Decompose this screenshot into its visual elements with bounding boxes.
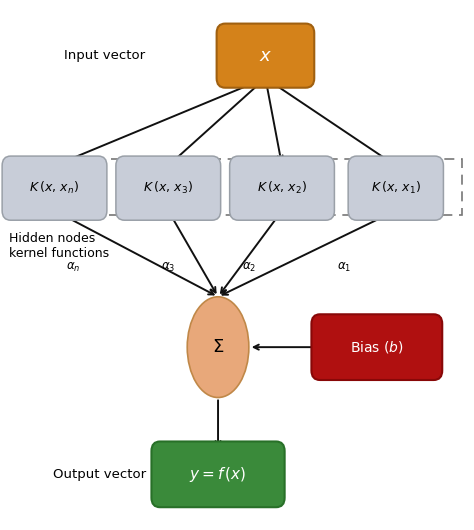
- Text: $\alpha_3$: $\alpha_3$: [161, 261, 175, 274]
- Text: $K\,(x,\,x_3)$: $K\,(x,\,x_3)$: [143, 180, 193, 196]
- Text: $x$: $x$: [259, 47, 272, 65]
- Text: $\Sigma$: $\Sigma$: [212, 338, 224, 356]
- Text: $\alpha_2$: $\alpha_2$: [242, 261, 256, 274]
- Text: $K\,(x,\,x_n)$: $K\,(x,\,x_n)$: [29, 180, 80, 196]
- Text: $\alpha_1$: $\alpha_1$: [337, 261, 351, 274]
- FancyBboxPatch shape: [311, 314, 442, 380]
- FancyBboxPatch shape: [152, 441, 284, 507]
- Ellipse shape: [187, 297, 249, 398]
- FancyBboxPatch shape: [348, 156, 444, 220]
- Text: $y = f\,(x)$: $y = f\,(x)$: [189, 465, 247, 484]
- Text: Output vector: Output vector: [53, 468, 146, 481]
- Text: Bias $(b)$: Bias $(b)$: [350, 339, 404, 355]
- FancyBboxPatch shape: [116, 156, 220, 220]
- FancyBboxPatch shape: [229, 156, 334, 220]
- FancyBboxPatch shape: [217, 23, 314, 87]
- FancyBboxPatch shape: [2, 156, 107, 220]
- Text: $K\,(x,\,x_2)$: $K\,(x,\,x_2)$: [257, 180, 307, 196]
- Text: $\alpha_n$: $\alpha_n$: [66, 261, 81, 274]
- Text: $K\,(x,\,x_1)$: $K\,(x,\,x_1)$: [371, 180, 421, 196]
- Text: Input vector: Input vector: [64, 49, 145, 62]
- Text: Hidden nodes
kernel functions: Hidden nodes kernel functions: [9, 233, 109, 260]
